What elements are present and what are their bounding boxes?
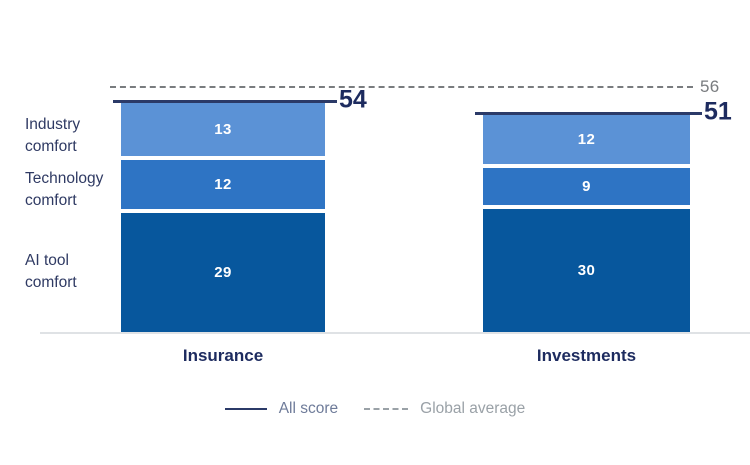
bar-segment: 30 — [483, 209, 690, 332]
category-label-investments: Investments — [536, 346, 637, 365]
category-label-insurance: Insurance — [182, 346, 264, 365]
legend: All score Global average — [0, 400, 750, 418]
legend-label-global-average: Global average — [420, 400, 526, 417]
all-score-line — [113, 100, 337, 103]
solid-line-swatch — [224, 408, 267, 410]
bar-segment: 12 — [121, 160, 325, 209]
series-label-ai-tool-comfort: AI tool comfort — [25, 252, 77, 291]
bar-segment: 12 — [483, 115, 690, 164]
global-average-dashed-line — [110, 86, 693, 88]
all-score-value: 51 — [704, 97, 732, 126]
global-average-value: 56 — [700, 77, 720, 96]
bar-segment: 9 — [483, 168, 690, 205]
segment-value-label: 12 — [214, 176, 232, 193]
legend-label-all-score: All score — [278, 400, 339, 417]
series-label-industry-comfort: Industry comfort — [25, 116, 81, 155]
segment-value-label: 13 — [214, 121, 232, 138]
segment-value-label: 12 — [577, 131, 596, 148]
dashed-line-swatch — [364, 408, 409, 410]
segment-value-label: 29 — [214, 264, 232, 281]
bar-segment: 29 — [121, 213, 325, 332]
bar-segment: 13 — [121, 103, 325, 156]
stacked-bar-investments: 12 9 30 51 — [475, 99, 732, 332]
segment-value-label: 30 — [577, 262, 596, 279]
series-label-technology-comfort: Technology comfort — [25, 170, 104, 209]
all-score-value: 54 — [339, 85, 367, 114]
all-score-line — [475, 112, 702, 115]
segment-value-label: 9 — [582, 178, 591, 195]
legend-item-global-average: Global average — [364, 400, 525, 418]
stacked-bar-insurance: 13 12 29 54 — [113, 87, 367, 332]
x-axis-line — [40, 332, 750, 334]
legend-item-all-score: All score — [224, 400, 339, 418]
